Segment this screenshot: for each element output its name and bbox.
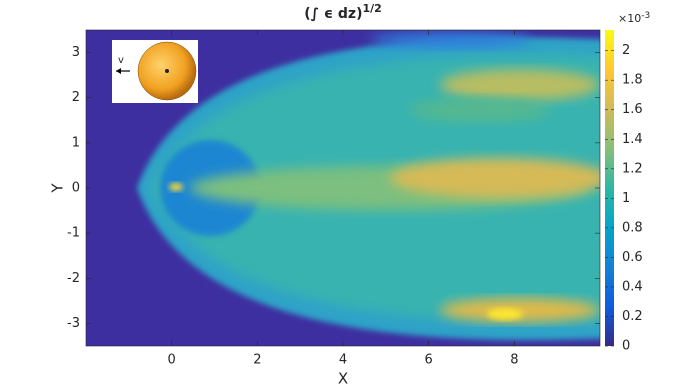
colorbar-tick-label: 0.2 [622, 309, 643, 324]
inset-label: v [118, 55, 124, 66]
y-tick-label: 0 [72, 181, 80, 196]
colorbar-scale-base: ×10 [618, 12, 641, 25]
colorbar-tick-label: 0.8 [622, 220, 643, 235]
x-tick-label: 8 [510, 353, 518, 368]
title-exponent: 1/2 [362, 2, 381, 15]
colorbar-tick-label: 0.4 [622, 279, 643, 294]
colorbar-tick-label: 1.4 [622, 132, 643, 147]
y-tick-label: 1 [72, 135, 80, 150]
x-tick-label: 4 [339, 353, 347, 368]
colorbar-tick-label: 1.8 [622, 73, 643, 88]
colorbar-scale: ×10-3 [618, 11, 650, 26]
colorbar-scale-exponent: -3 [641, 11, 650, 21]
x-tick-label: 0 [168, 353, 176, 368]
y-tick-label: -2 [67, 271, 80, 286]
colorbar-tick-label: 2 [622, 43, 630, 58]
x-tick-label: 2 [253, 353, 261, 368]
colorbar-tick-label: 1.2 [622, 161, 643, 176]
colorbar [605, 30, 614, 346]
colorbar-tick-label: 0 [622, 339, 630, 354]
y-tick-label: -1 [67, 226, 80, 241]
colorbar-tick-label: 0.6 [622, 250, 643, 265]
y-tick-label: 3 [72, 45, 80, 60]
heatmap-field [86, 30, 600, 346]
x-axis-label: X [338, 370, 348, 388]
y-tick-label: 2 [72, 90, 80, 105]
x-tick-label: 6 [425, 353, 433, 368]
y-tick-label: -3 [67, 316, 80, 331]
title-base: (∫ ϵ dz) [304, 6, 362, 22]
inset: v [112, 40, 198, 103]
colorbar-tick-label: 1.6 [622, 102, 643, 117]
y-axis-label: Y [49, 183, 67, 194]
colorbar-tick-label: 1 [622, 191, 630, 206]
chart-title: (∫ ϵ dz)1/2 [304, 2, 382, 22]
